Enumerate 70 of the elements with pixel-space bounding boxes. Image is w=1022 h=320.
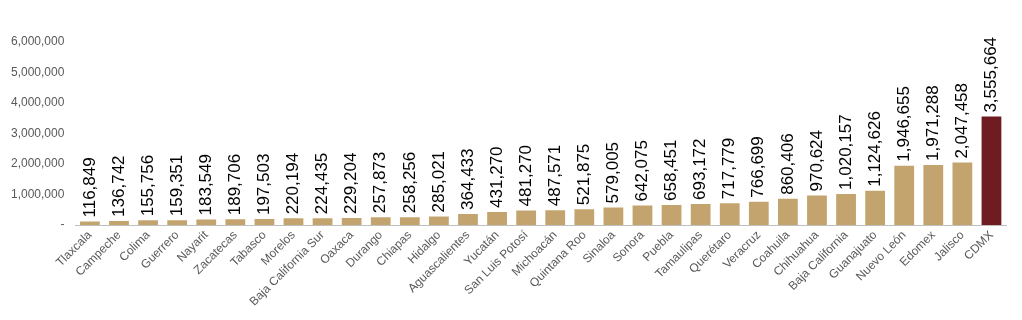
bar bbox=[719, 203, 740, 226]
bar bbox=[399, 217, 420, 226]
bar bbox=[109, 220, 129, 226]
data-label: 159,351 bbox=[166, 154, 186, 217]
bar bbox=[458, 213, 478, 226]
bar bbox=[429, 216, 449, 226]
bar bbox=[632, 205, 653, 226]
data-label: 642,075 bbox=[632, 140, 652, 202]
data-label: 1,020,157 bbox=[835, 114, 855, 190]
data-label: 1,971,288 bbox=[922, 85, 942, 161]
data-label: 1,946,655 bbox=[893, 86, 913, 162]
bar bbox=[661, 204, 682, 226]
bar bbox=[865, 190, 886, 226]
y-tick-label: - bbox=[60, 217, 65, 232]
data-label: 487,571 bbox=[544, 144, 564, 207]
data-label: 285,021 bbox=[428, 150, 448, 213]
bar bbox=[952, 162, 973, 226]
data-label: 766,699 bbox=[748, 136, 768, 198]
data-label: 3,555,664 bbox=[981, 36, 1001, 113]
bar bbox=[690, 203, 711, 226]
data-label: 197,503 bbox=[254, 153, 274, 216]
bar bbox=[836, 193, 856, 226]
data-label: 579,005 bbox=[603, 141, 623, 204]
y-tick-label: 1,000,000 bbox=[10, 186, 65, 201]
data-label: 658,451 bbox=[661, 139, 681, 201]
data-label: 136,742 bbox=[108, 155, 128, 217]
data-label: 2,047,458 bbox=[952, 82, 972, 159]
y-tick-label: 2,000,000 bbox=[10, 156, 65, 171]
y-tick-label: 4,000,000 bbox=[10, 95, 65, 110]
bar bbox=[516, 210, 537, 226]
bar bbox=[778, 198, 798, 226]
bar bbox=[312, 218, 333, 226]
bar bbox=[748, 201, 769, 226]
data-label: 183,549 bbox=[195, 154, 215, 216]
data-label: 364,433 bbox=[457, 148, 477, 210]
data-label: 224,435 bbox=[312, 152, 332, 215]
data-label: 258,256 bbox=[399, 151, 419, 214]
bar bbox=[283, 218, 304, 226]
bar bbox=[981, 116, 1002, 226]
bar bbox=[341, 218, 362, 226]
data-label: 189,706 bbox=[225, 153, 245, 216]
data-label: 717,779 bbox=[719, 137, 739, 200]
bar bbox=[138, 220, 158, 226]
bar bbox=[225, 219, 246, 226]
data-label: 1,124,626 bbox=[864, 111, 884, 187]
bar bbox=[370, 217, 391, 226]
bar bbox=[603, 207, 624, 226]
bar bbox=[254, 219, 275, 226]
data-label: 220,194 bbox=[283, 152, 303, 215]
bar bbox=[894, 165, 915, 226]
data-label: 229,204 bbox=[341, 152, 361, 215]
data-label: 116,849 bbox=[79, 157, 99, 218]
data-label: 431,270 bbox=[486, 146, 506, 208]
y-tick-label: 3,000,000 bbox=[10, 125, 65, 140]
bar bbox=[545, 210, 566, 226]
data-label: 970,624 bbox=[806, 130, 826, 192]
y-tick-label: 5,000,000 bbox=[10, 64, 65, 79]
bar bbox=[487, 211, 507, 226]
data-label: 860,406 bbox=[777, 133, 797, 195]
bar bbox=[196, 219, 217, 226]
data-label: 521,875 bbox=[574, 143, 593, 206]
bar bbox=[167, 220, 188, 226]
bar bbox=[923, 164, 944, 226]
y-tick-label: 6,000,000 bbox=[10, 34, 65, 49]
data-label: 693,172 bbox=[690, 138, 710, 200]
data-label: 155,756 bbox=[137, 154, 157, 217]
bar bbox=[807, 195, 827, 226]
data-label: 481,270 bbox=[515, 144, 535, 207]
bar bbox=[574, 209, 595, 226]
data-label: 257,873 bbox=[370, 151, 390, 214]
